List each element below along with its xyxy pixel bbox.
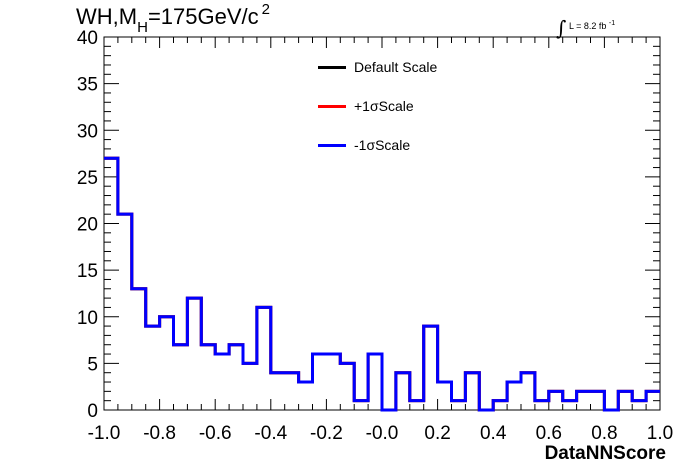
integral-symbol: ∫ [556, 16, 567, 40]
luminosity-label: ∫ L = 8.2 fb -1 [556, 10, 616, 40]
legend-label: -1σScale [354, 137, 411, 153]
y-tick-label: 10 [77, 308, 98, 329]
x-tick-label: -0.0 [366, 423, 399, 444]
x-tick-label: 1.0 [647, 423, 673, 444]
y-tick-label: 35 [77, 75, 98, 96]
x-tick-label: -0.8 [143, 423, 176, 444]
title-prefix: WH,M [76, 4, 138, 29]
title-subscript: H [137, 19, 148, 36]
x-tick-label: 0.2 [424, 423, 450, 444]
legend-swatch [318, 143, 346, 147]
x-tick-label: -0.4 [254, 423, 287, 444]
legend-entry-default: Default Scale [318, 59, 437, 75]
legend-label: Default Scale [354, 59, 438, 75]
axis-tick-labels: -1.0 -0.8 -0.6 -0.4 -0.2 -0.0 0.2 0.4 0.6 0.8 1.0 0… [77, 28, 673, 444]
chart-title: WH,MH=175GeV/c 2 [76, 1, 270, 36]
histogram-series-2 [104, 156, 660, 412]
legend-entry-minus1sigma: -1σScale [318, 137, 410, 153]
luminosity-text: L = 8.2 fb [568, 21, 607, 31]
legend-entry-plus1sigma: +1σScale [318, 98, 414, 114]
legend-swatch [318, 104, 346, 108]
y-tick-label: 40 [77, 28, 98, 49]
x-tick-label: 0.8 [591, 423, 617, 444]
axis-ticks [103, 36, 661, 411]
x-tick-label: 0.6 [536, 423, 562, 444]
x-tick-label: -1.0 [88, 423, 121, 444]
title-superscript: 2 [261, 1, 270, 18]
luminosity-unit-sup: -1 [608, 20, 616, 27]
y-tick-label: 25 [77, 168, 98, 189]
histogram-series [104, 156, 660, 412]
x-tick-label: -0.6 [199, 423, 232, 444]
y-tick-label: 15 [77, 261, 98, 282]
x-tick-label: 0.4 [480, 423, 507, 444]
x-axis-label: DataNNScore [544, 443, 666, 464]
x-tick-label: -0.2 [310, 423, 343, 444]
title-mid: =175GeV/c [147, 4, 259, 29]
y-tick-label: 5 [87, 354, 98, 375]
y-tick-label: 30 [77, 121, 98, 142]
legend-label: +1σScale [354, 98, 414, 114]
y-tick-label: 0 [87, 401, 98, 422]
y-tick-label: 20 [77, 215, 98, 236]
legend-swatch [318, 65, 346, 69]
